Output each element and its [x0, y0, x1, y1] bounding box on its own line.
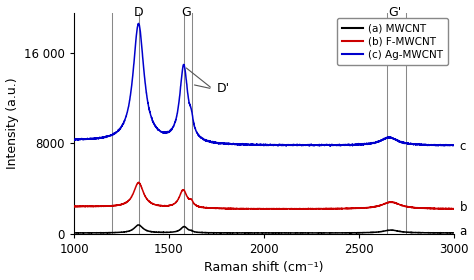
Text: c: c	[459, 140, 466, 153]
Y-axis label: Intensity (a.u.): Intensity (a.u.)	[6, 78, 18, 169]
X-axis label: Raman shift (cm⁻¹): Raman shift (cm⁻¹)	[204, 262, 324, 274]
Text: D': D'	[217, 82, 229, 95]
Text: G: G	[181, 6, 191, 19]
Legend: (a) MWCNT, (b) F-MWCNT, (c) Ag-MWCNT: (a) MWCNT, (b) F-MWCNT, (c) Ag-MWCNT	[337, 18, 448, 65]
Text: a: a	[459, 225, 466, 238]
Text: G': G'	[388, 6, 401, 19]
Text: D: D	[134, 6, 143, 19]
Text: b: b	[459, 201, 467, 214]
